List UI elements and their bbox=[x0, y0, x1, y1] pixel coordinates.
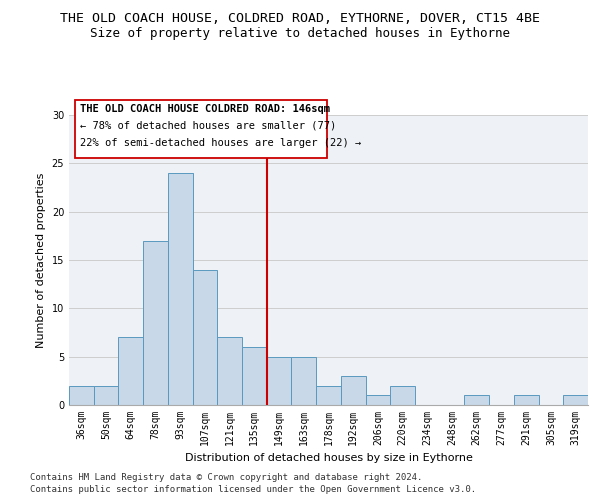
Text: Size of property relative to detached houses in Eythorne: Size of property relative to detached ho… bbox=[90, 28, 510, 40]
Text: Contains HM Land Registry data © Crown copyright and database right 2024.: Contains HM Land Registry data © Crown c… bbox=[30, 474, 422, 482]
Bar bbox=[242, 347, 267, 405]
Bar bbox=[94, 386, 118, 405]
Bar bbox=[267, 356, 292, 405]
Text: THE OLD COACH HOUSE, COLDRED ROAD, EYTHORNE, DOVER, CT15 4BE: THE OLD COACH HOUSE, COLDRED ROAD, EYTHO… bbox=[60, 12, 540, 26]
Bar bbox=[118, 338, 143, 405]
Bar bbox=[341, 376, 365, 405]
Bar bbox=[514, 396, 539, 405]
Bar bbox=[292, 356, 316, 405]
Bar bbox=[193, 270, 217, 405]
Y-axis label: Number of detached properties: Number of detached properties bbox=[36, 172, 46, 348]
Bar bbox=[69, 386, 94, 405]
Bar bbox=[563, 396, 588, 405]
Bar bbox=[464, 396, 489, 405]
Text: Contains public sector information licensed under the Open Government Licence v3: Contains public sector information licen… bbox=[30, 485, 476, 494]
Text: 22% of semi-detached houses are larger (22) →: 22% of semi-detached houses are larger (… bbox=[80, 138, 361, 148]
Bar bbox=[390, 386, 415, 405]
Text: ← 78% of detached houses are smaller (77): ← 78% of detached houses are smaller (77… bbox=[80, 121, 336, 131]
Bar bbox=[217, 338, 242, 405]
Bar bbox=[168, 173, 193, 405]
Text: THE OLD COACH HOUSE COLDRED ROAD: 146sqm: THE OLD COACH HOUSE COLDRED ROAD: 146sqm bbox=[80, 104, 330, 114]
Bar bbox=[316, 386, 341, 405]
X-axis label: Distribution of detached houses by size in Eythorne: Distribution of detached houses by size … bbox=[185, 454, 472, 464]
Bar bbox=[365, 396, 390, 405]
Bar bbox=[143, 240, 168, 405]
